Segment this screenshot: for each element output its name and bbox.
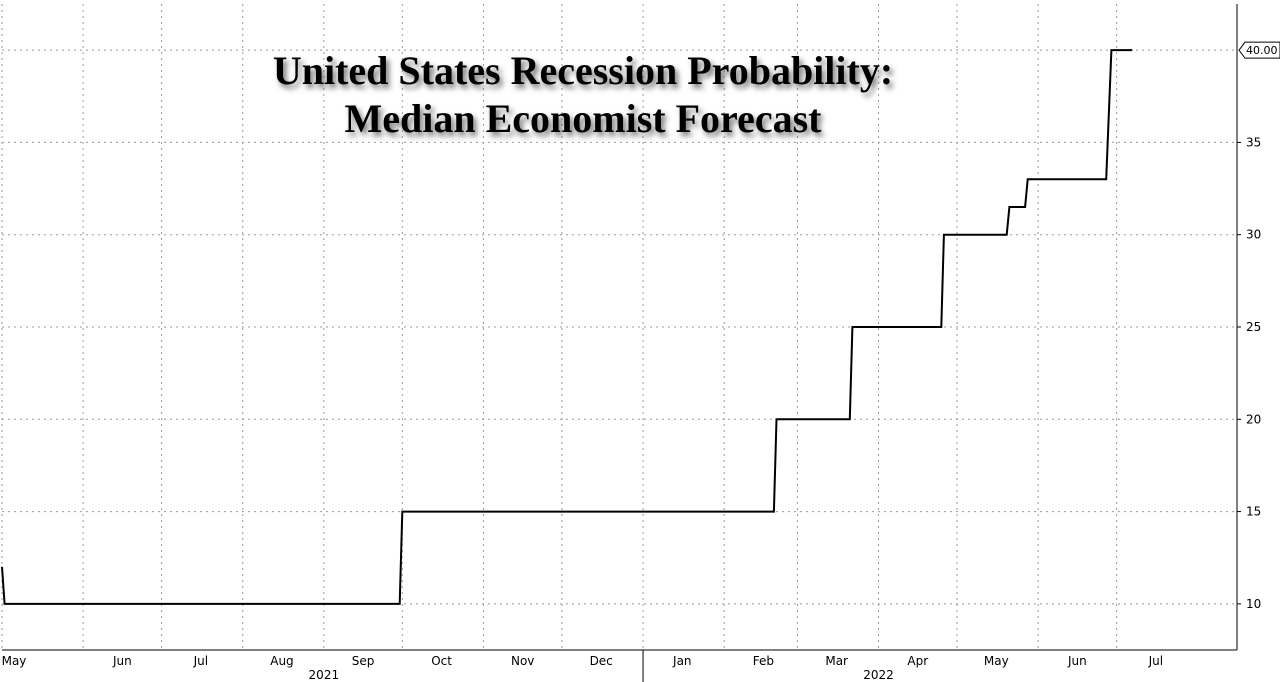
x-tick-label: Mar [825, 654, 848, 668]
x-tick-label: Feb [753, 654, 774, 668]
y-axis-ticks: 10 15 20 25 30 35 [1237, 135, 1261, 611]
last-value-label: 40.00 [1246, 44, 1278, 57]
x-tick-label: May [2, 654, 27, 668]
x-tick-label: Jul [193, 654, 208, 668]
x-tick-label: Jun [1067, 654, 1087, 668]
x-tick-label: Nov [511, 654, 534, 668]
x-tick-label: Dec [590, 654, 613, 668]
x-tick-label: Jan [672, 654, 692, 668]
y-tick-label: 15 [1246, 505, 1261, 519]
y-tick-label: 10 [1246, 597, 1261, 611]
last-value-badge: 40.00 [1238, 41, 1280, 59]
y-tick-label: 30 [1246, 228, 1261, 242]
last-value-badge-shape [1238, 41, 1280, 59]
chart-title-line-1: United States Recession Probability: [273, 48, 893, 93]
year-label: 2021 [309, 668, 340, 682]
series-layer [1, 49, 1133, 605]
series-line [1, 49, 1133, 605]
x-tick-label: Oct [431, 654, 452, 668]
y-tick-label: 20 [1246, 412, 1261, 426]
chart-title-line-2: Median Economist Forecast [345, 96, 823, 141]
x-tick-label: Jul [1148, 654, 1163, 668]
y-tick-label: 25 [1246, 320, 1261, 334]
year-labels: 2021 2022 [309, 650, 894, 682]
x-tick-label: May [984, 654, 1009, 668]
x-tick-label: Jun [112, 654, 132, 668]
x-tick-label: Sep [352, 654, 375, 668]
x-tick-label: Apr [907, 654, 928, 668]
y-tick-label: 35 [1246, 135, 1261, 149]
year-label: 2022 [863, 668, 894, 682]
x-axis-ticks: May Jun Jul Aug Sep Oct Nov Dec Jan Feb Mar Apr May J… [2, 654, 1164, 668]
chart-title: United States Recession Probability: Med… [273, 48, 893, 141]
x-tick-label: Aug [270, 654, 293, 668]
